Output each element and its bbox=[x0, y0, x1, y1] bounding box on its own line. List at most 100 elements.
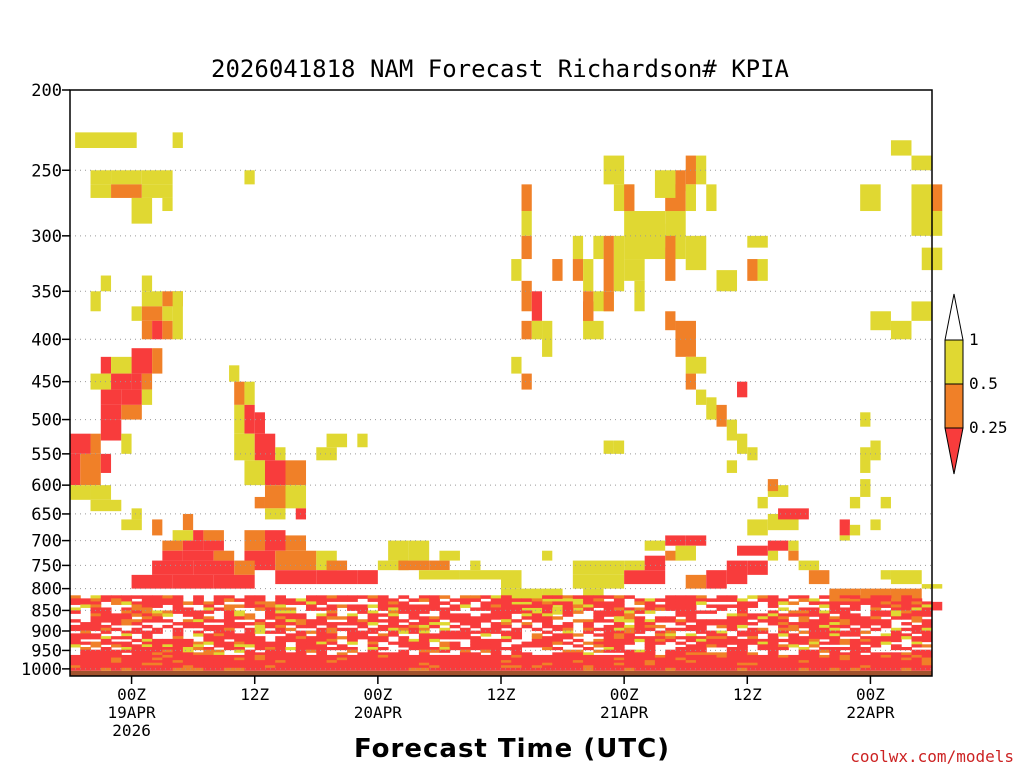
ri-surface-cell bbox=[316, 649, 328, 653]
ri-surface-cell bbox=[901, 654, 912, 659]
ri-cell bbox=[757, 496, 768, 509]
ri-surface-cell bbox=[603, 638, 615, 643]
ri-surface-cell bbox=[644, 619, 656, 623]
ri-surface-cell bbox=[675, 627, 687, 632]
ri-surface-cell bbox=[285, 610, 297, 614]
ri-surface-cell bbox=[306, 644, 317, 648]
ri-surface-cell bbox=[182, 647, 194, 651]
ri-surface-cell bbox=[665, 607, 676, 611]
ri-surface-cell bbox=[367, 598, 379, 602]
ri-surface-cell bbox=[839, 657, 851, 661]
ri-cell bbox=[644, 540, 666, 551]
ri-surface-cell bbox=[808, 667, 820, 671]
ri-surface-cell bbox=[778, 638, 789, 643]
ri-surface-cell bbox=[152, 654, 163, 659]
ri-surface-cell bbox=[490, 657, 502, 661]
ri-surface-cell bbox=[408, 665, 420, 669]
ri-surface-cell bbox=[706, 638, 717, 643]
ri-surface-cell bbox=[306, 654, 317, 659]
ri-surface-cell bbox=[542, 607, 553, 611]
ri-surface-cell bbox=[593, 641, 605, 645]
ri-surface-cell bbox=[921, 624, 933, 629]
ri-surface-cell bbox=[613, 624, 625, 629]
ri-surface-cell bbox=[490, 649, 502, 653]
ri-surface-cell bbox=[172, 627, 184, 632]
ri-surface-cell bbox=[398, 657, 410, 661]
ri-surface-cell bbox=[716, 662, 728, 666]
ri-surface-cell bbox=[542, 654, 553, 659]
ri-cell bbox=[890, 140, 912, 156]
ri-surface-cell bbox=[193, 654, 204, 659]
ri-surface-cell bbox=[880, 604, 892, 608]
ri-surface-cell bbox=[552, 654, 564, 659]
ri-surface-cell bbox=[562, 607, 574, 611]
ri-surface-cell bbox=[459, 616, 471, 620]
ri-surface-cell bbox=[162, 601, 174, 605]
ri-surface-cell bbox=[408, 644, 420, 648]
ri-surface-cell bbox=[572, 610, 584, 614]
ri-surface-cell bbox=[234, 660, 245, 664]
ri-surface-cell bbox=[542, 638, 553, 643]
ri-surface-cell bbox=[747, 604, 759, 608]
ri-surface-cell bbox=[264, 601, 276, 605]
ri-surface-cell bbox=[429, 649, 440, 653]
ri-surface-cell bbox=[767, 598, 779, 602]
ri-surface-cell bbox=[798, 641, 810, 645]
ri-surface-cell bbox=[234, 636, 245, 640]
ri-cell bbox=[244, 530, 265, 551]
ri-surface-cell bbox=[367, 616, 379, 620]
ri-surface-cell bbox=[429, 665, 440, 669]
ri-surface-cell bbox=[767, 641, 779, 645]
ri-surface-cell bbox=[367, 622, 379, 626]
ri-surface-cell bbox=[111, 619, 122, 623]
ri-cell bbox=[501, 570, 522, 589]
ri-surface-cell bbox=[490, 595, 502, 599]
ri-surface-cell bbox=[234, 613, 245, 617]
ri-surface-cell bbox=[521, 616, 533, 620]
ri-surface-cell bbox=[747, 633, 759, 637]
ri-surface-cell bbox=[829, 657, 841, 661]
ri-surface-cell bbox=[316, 654, 328, 659]
ri-surface-cell bbox=[890, 665, 902, 669]
ri-surface-cell bbox=[90, 662, 102, 666]
ri-surface-cell bbox=[439, 641, 451, 645]
ri-surface-cell bbox=[347, 657, 358, 661]
y-tick-label: 200 bbox=[31, 81, 62, 101]
ri-surface-cell bbox=[203, 657, 215, 661]
ri-surface-cell bbox=[726, 604, 738, 608]
ri-surface-cell bbox=[449, 624, 461, 629]
ri-surface-cell bbox=[408, 641, 420, 645]
ri-surface-cell bbox=[624, 619, 635, 623]
ri-surface-cell bbox=[849, 657, 861, 661]
ri-surface-cell bbox=[675, 610, 687, 614]
ri-surface-cell bbox=[695, 657, 707, 661]
ri-surface-cell bbox=[367, 613, 379, 617]
ri-surface-cell bbox=[921, 607, 933, 611]
ri-surface-cell bbox=[490, 604, 502, 608]
ri-surface-cell bbox=[172, 649, 184, 653]
ri-surface-cell bbox=[603, 604, 615, 608]
ri-surface-cell bbox=[624, 660, 635, 664]
ri-surface-cell bbox=[798, 667, 810, 671]
ri-surface-cell bbox=[521, 667, 533, 671]
ri-surface-cell bbox=[162, 598, 174, 602]
ri-surface-cell bbox=[644, 610, 656, 614]
ri-surface-cell bbox=[757, 613, 769, 617]
ri-cell bbox=[798, 560, 820, 571]
ri-surface-cell bbox=[829, 624, 841, 629]
ri-surface-cell bbox=[244, 660, 256, 664]
ri-surface-cell bbox=[439, 657, 451, 661]
ri-surface-cell bbox=[152, 644, 163, 648]
ri-surface-cell bbox=[685, 613, 697, 617]
ri-surface-cell bbox=[562, 627, 574, 632]
ri-surface-cell bbox=[203, 649, 215, 653]
ri-surface-cell bbox=[603, 624, 615, 629]
plot-area bbox=[70, 132, 943, 676]
ri-surface-cell bbox=[870, 627, 882, 632]
ri-surface-cell bbox=[429, 604, 440, 608]
ri-surface-cell bbox=[254, 636, 266, 640]
ri-surface-cell bbox=[388, 662, 399, 666]
ri-surface-cell bbox=[870, 641, 882, 645]
ri-surface-cell bbox=[757, 657, 769, 661]
ri-surface-cell bbox=[408, 667, 420, 671]
